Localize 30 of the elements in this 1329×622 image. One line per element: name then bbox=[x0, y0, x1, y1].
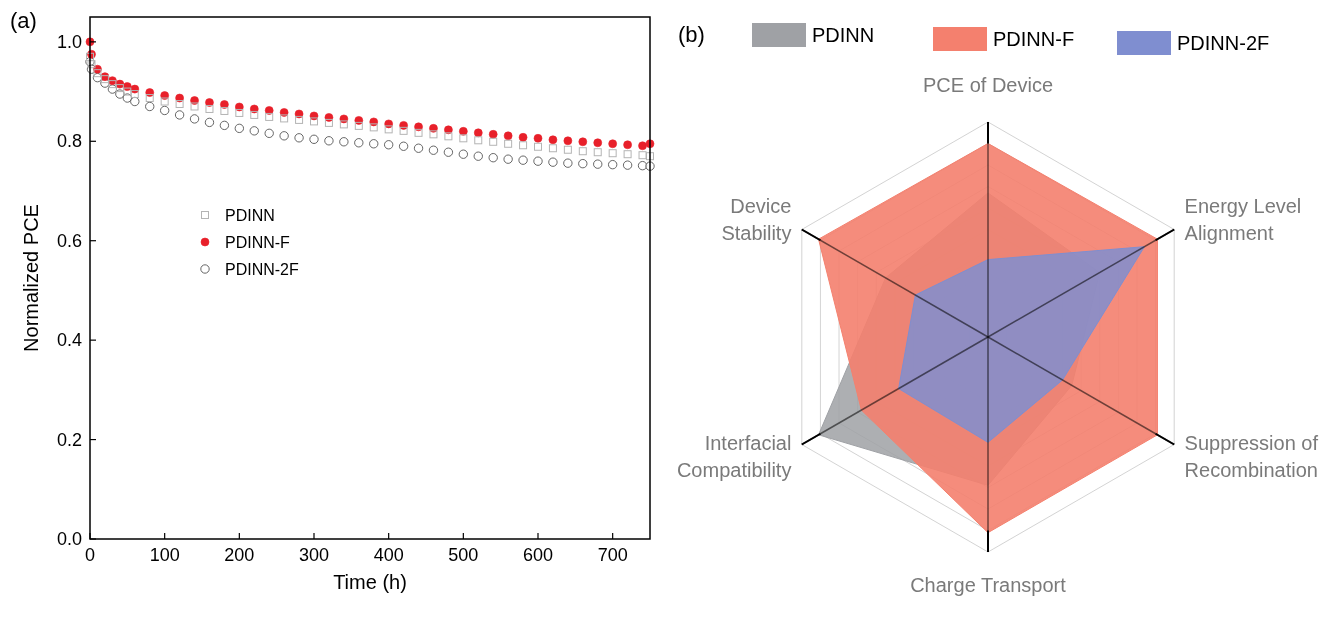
y-tick-label: 0.0 bbox=[56, 529, 82, 549]
y-tick-label: 0.6 bbox=[56, 230, 82, 251]
x-tick-label: 300 bbox=[298, 545, 330, 565]
legend-label: PDINN bbox=[812, 24, 875, 46]
y-tick-label: 0.4 bbox=[56, 330, 82, 351]
x-tick-label: 200 bbox=[224, 545, 255, 565]
y-axis-title: Normalized PCE bbox=[20, 204, 42, 352]
text: (a) bbox=[10, 8, 37, 33]
spoke-label: Device Stability bbox=[721, 194, 792, 244]
legend-label: PDINN-2F bbox=[1177, 32, 1270, 54]
legend-label: PDINN-F bbox=[225, 234, 291, 251]
y-tick-label: 0.8 bbox=[56, 131, 82, 152]
x-tick-label: 700 bbox=[597, 545, 628, 565]
legend-label: PDINN-F bbox=[993, 28, 1075, 50]
spoke-label: Suppression of Recombination bbox=[1184, 431, 1319, 481]
x-tick-label: 600 bbox=[522, 545, 554, 565]
x-tick-label: 400 bbox=[373, 545, 404, 565]
spoke-label: Interfacial Compatibility bbox=[676, 431, 792, 481]
spoke-label: Energy Level Alignment bbox=[1184, 194, 1302, 244]
legend-label: PDINN-2F bbox=[225, 261, 300, 278]
x-tick-label: 100 bbox=[149, 545, 180, 565]
spoke-label: PCE of Device bbox=[922, 74, 1054, 96]
x-tick-label: 500 bbox=[448, 545, 479, 565]
spoke-label: Charge Transport bbox=[910, 574, 1067, 596]
text: (b) bbox=[678, 22, 705, 47]
y-tick-label: 0.2 bbox=[56, 429, 82, 450]
x-tick-label: 0 bbox=[84, 545, 96, 565]
x-axis-title: Time (h) bbox=[333, 571, 407, 593]
y-tick-label: 1.0 bbox=[56, 31, 82, 52]
legend-label: PDINN bbox=[225, 207, 275, 224]
